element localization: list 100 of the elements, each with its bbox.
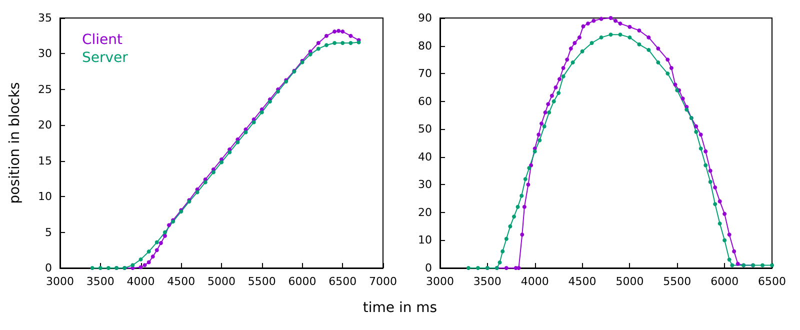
point — [637, 28, 642, 32]
x-tick-label: 7000 — [369, 275, 398, 288]
point — [666, 72, 670, 76]
point — [154, 248, 159, 252]
point — [608, 32, 613, 37]
point — [628, 24, 632, 29]
point — [476, 266, 480, 270]
point — [162, 230, 167, 234]
point — [558, 77, 562, 82]
point — [613, 18, 618, 23]
point — [98, 266, 102, 270]
point — [466, 266, 470, 270]
point — [718, 199, 722, 204]
point — [146, 250, 151, 254]
point — [260, 110, 264, 114]
point — [556, 91, 561, 95]
point — [570, 60, 575, 64]
point — [228, 150, 232, 154]
point — [730, 263, 734, 268]
point — [550, 94, 554, 98]
y-tick-label: 40 — [418, 150, 432, 164]
point — [516, 266, 521, 270]
point — [324, 34, 328, 38]
x-tick-label: 4500 — [167, 275, 196, 288]
point — [722, 212, 727, 216]
point — [727, 258, 732, 262]
point — [523, 177, 528, 182]
y-tick-label: 35 — [38, 12, 52, 24]
point — [580, 49, 584, 54]
point — [158, 241, 163, 245]
y-tick-label: 60 — [418, 94, 432, 108]
point — [543, 110, 548, 114]
point — [106, 266, 110, 270]
point — [618, 32, 622, 37]
point — [568, 46, 573, 51]
point — [236, 140, 240, 144]
point — [713, 202, 718, 206]
x-tick-label: 3500 — [473, 275, 502, 288]
y-tick-label: 10 — [38, 190, 52, 204]
x-tick-label: 3000 — [426, 275, 454, 288]
point — [348, 34, 353, 38]
point — [142, 263, 147, 268]
point — [522, 204, 526, 209]
point — [308, 52, 312, 56]
y-tick-label: 30 — [418, 178, 432, 192]
y-tick-label: 70 — [418, 67, 432, 80]
point — [167, 223, 172, 228]
point — [526, 182, 530, 187]
point — [504, 236, 508, 241]
point — [656, 60, 660, 64]
point — [694, 124, 698, 128]
y-axis-title: position in blocks — [7, 82, 23, 204]
point — [332, 30, 337, 34]
x-tick-label: 3500 — [86, 275, 114, 288]
point — [713, 185, 718, 190]
point — [760, 263, 765, 268]
point — [512, 214, 516, 219]
point — [684, 108, 689, 112]
point — [554, 85, 558, 90]
point — [565, 58, 570, 62]
x-tick-label: 4000 — [126, 275, 155, 288]
point — [637, 42, 642, 46]
point — [552, 99, 556, 104]
point — [736, 262, 740, 266]
point — [586, 22, 590, 26]
y-tick-label: 0 — [425, 262, 432, 274]
point — [708, 180, 712, 184]
point — [599, 35, 604, 40]
point — [336, 28, 341, 33]
x-tick-label: 5000 — [208, 275, 236, 288]
point — [618, 22, 622, 26]
point — [316, 41, 320, 45]
point — [508, 224, 512, 228]
point — [666, 58, 670, 62]
point — [599, 16, 604, 21]
point — [656, 46, 660, 51]
point — [138, 265, 143, 270]
x-tick-label: 5000 — [616, 275, 644, 288]
point — [577, 35, 582, 40]
text: Client — [82, 32, 124, 48]
y-tick-label: 80 — [418, 39, 432, 52]
point — [154, 240, 159, 244]
point — [532, 149, 537, 154]
point — [527, 166, 532, 170]
y-tick-label: 20 — [418, 206, 432, 219]
point — [498, 260, 502, 264]
text: Server — [82, 50, 128, 66]
point — [547, 110, 552, 114]
point — [698, 146, 703, 151]
point — [316, 46, 320, 51]
y-tick-label: 30 — [38, 47, 52, 60]
x-tick-label: 5500 — [663, 275, 692, 288]
point — [504, 266, 508, 270]
point — [332, 41, 337, 45]
point — [340, 30, 345, 34]
point — [572, 41, 577, 45]
point — [542, 124, 546, 128]
y-tick-label: 15 — [38, 154, 52, 168]
point — [590, 41, 594, 45]
point — [646, 35, 651, 40]
